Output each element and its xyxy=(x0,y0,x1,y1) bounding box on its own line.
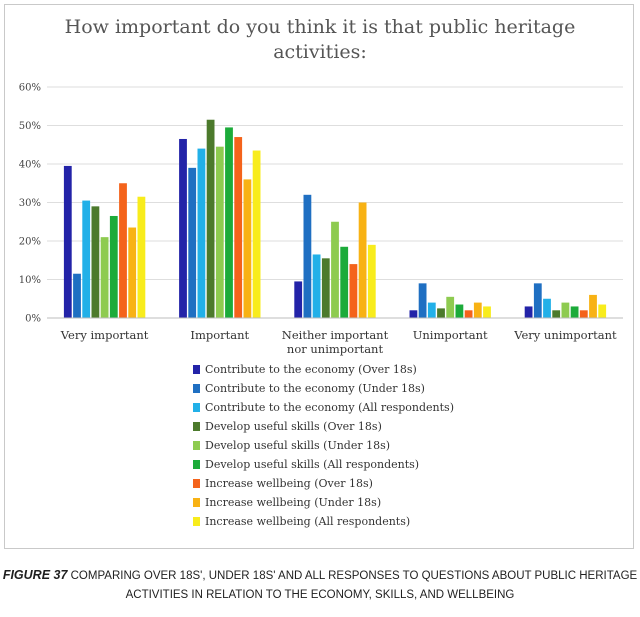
bar xyxy=(483,306,491,318)
bar xyxy=(418,283,427,318)
y-tick-label: 20% xyxy=(19,237,41,248)
legend-swatch xyxy=(193,422,200,431)
legend-label: Contribute to the economy (Over 18s) xyxy=(205,363,417,376)
bar xyxy=(100,237,109,318)
legend: Contribute to the economy (Over 18s) Cont… xyxy=(193,363,454,528)
legend-label: Develop useful skills (Under 18s) xyxy=(205,439,390,452)
chart-frame: How important do you think it is that pu… xyxy=(4,4,634,549)
bar xyxy=(179,138,187,318)
bar xyxy=(243,179,252,318)
bar xyxy=(119,183,127,318)
bar xyxy=(446,296,455,318)
bar xyxy=(561,302,570,318)
bar xyxy=(321,258,330,318)
bars xyxy=(63,119,607,318)
y-tick-label: 0% xyxy=(25,314,41,325)
bar xyxy=(215,146,224,318)
legend-swatch xyxy=(193,517,200,526)
legend-swatch xyxy=(193,460,200,469)
bar xyxy=(579,310,588,318)
bar xyxy=(82,200,91,318)
legend-label: Increase wellbeing (Under 18s) xyxy=(205,496,381,509)
bar xyxy=(252,150,261,318)
legend-swatch xyxy=(193,365,200,374)
x-tick-label: Neither important xyxy=(282,328,389,342)
bar xyxy=(473,302,482,318)
bar xyxy=(552,310,561,318)
bar xyxy=(63,165,72,318)
x-tick-label: Very unimportant xyxy=(513,328,617,342)
bar xyxy=(331,221,339,318)
legend-label: Develop useful skills (Over 18s) xyxy=(205,420,382,433)
legend-label: Develop useful skills (All respondents) xyxy=(205,458,419,471)
legend-swatch xyxy=(193,441,200,450)
x-tick-label: Unimportant xyxy=(413,328,488,342)
bar xyxy=(349,264,358,318)
bar xyxy=(188,167,197,318)
y-tick-label: 40% xyxy=(19,160,41,171)
bar xyxy=(91,206,100,318)
legend-label: Increase wellbeing (All respondents) xyxy=(205,515,410,528)
bar xyxy=(570,306,579,318)
legend-label: Increase wellbeing (Over 18s) xyxy=(205,477,373,490)
bar xyxy=(427,302,436,318)
bar xyxy=(533,283,542,318)
legend-swatch xyxy=(193,403,200,412)
y-tick-label: 30% xyxy=(19,198,41,209)
legend-label: Contribute to the economy (All responden… xyxy=(205,401,454,414)
figure-caption: Figure 37 Comparing Over 18s', Under 18s… xyxy=(0,566,640,605)
y-axis-ticks: 0% 10% 20% 30% 40% 50% 60% xyxy=(19,83,41,325)
bar xyxy=(109,215,118,318)
bar xyxy=(128,227,137,318)
chart-title: How important do you think it is that pu… xyxy=(65,16,576,63)
figure-label: Figure 37 xyxy=(2,568,68,582)
y-tick-label: 50% xyxy=(19,121,41,132)
bar xyxy=(73,273,81,318)
x-tick-label: Very important xyxy=(60,328,149,342)
category-labels: Very important Important Neither important… xyxy=(60,328,617,356)
bar xyxy=(206,119,215,318)
x-tick-label: Important xyxy=(190,328,249,342)
bar xyxy=(464,310,473,318)
bar xyxy=(543,298,551,318)
bar xyxy=(455,304,464,318)
bar xyxy=(294,281,303,318)
bar xyxy=(358,202,367,318)
chart-title-line: activities: xyxy=(273,41,367,63)
bar xyxy=(225,127,233,318)
bar xyxy=(234,137,243,318)
y-tick-label: 10% xyxy=(19,275,41,286)
bar xyxy=(437,308,445,318)
x-tick-label: nor unimportant xyxy=(287,342,384,356)
bar xyxy=(312,254,321,318)
caption-text: Comparing Over 18s', Under 18s' and all … xyxy=(70,570,638,601)
bar xyxy=(589,294,597,318)
bar xyxy=(524,306,533,318)
legend-label: Contribute to the economy (Under 18s) xyxy=(205,382,425,395)
y-tick-label: 60% xyxy=(19,83,41,94)
legend-swatch xyxy=(193,498,200,507)
bar xyxy=(367,244,376,318)
bar xyxy=(137,196,146,318)
bar xyxy=(340,246,349,318)
bar xyxy=(303,194,312,318)
chart-title-line: How important do you think it is that pu… xyxy=(65,16,576,38)
bar xyxy=(409,310,418,318)
bar-chart: How important do you think it is that pu… xyxy=(19,16,623,528)
legend-swatch xyxy=(193,384,200,393)
legend-swatch xyxy=(193,479,200,488)
bar xyxy=(598,304,607,318)
bar xyxy=(197,148,206,318)
